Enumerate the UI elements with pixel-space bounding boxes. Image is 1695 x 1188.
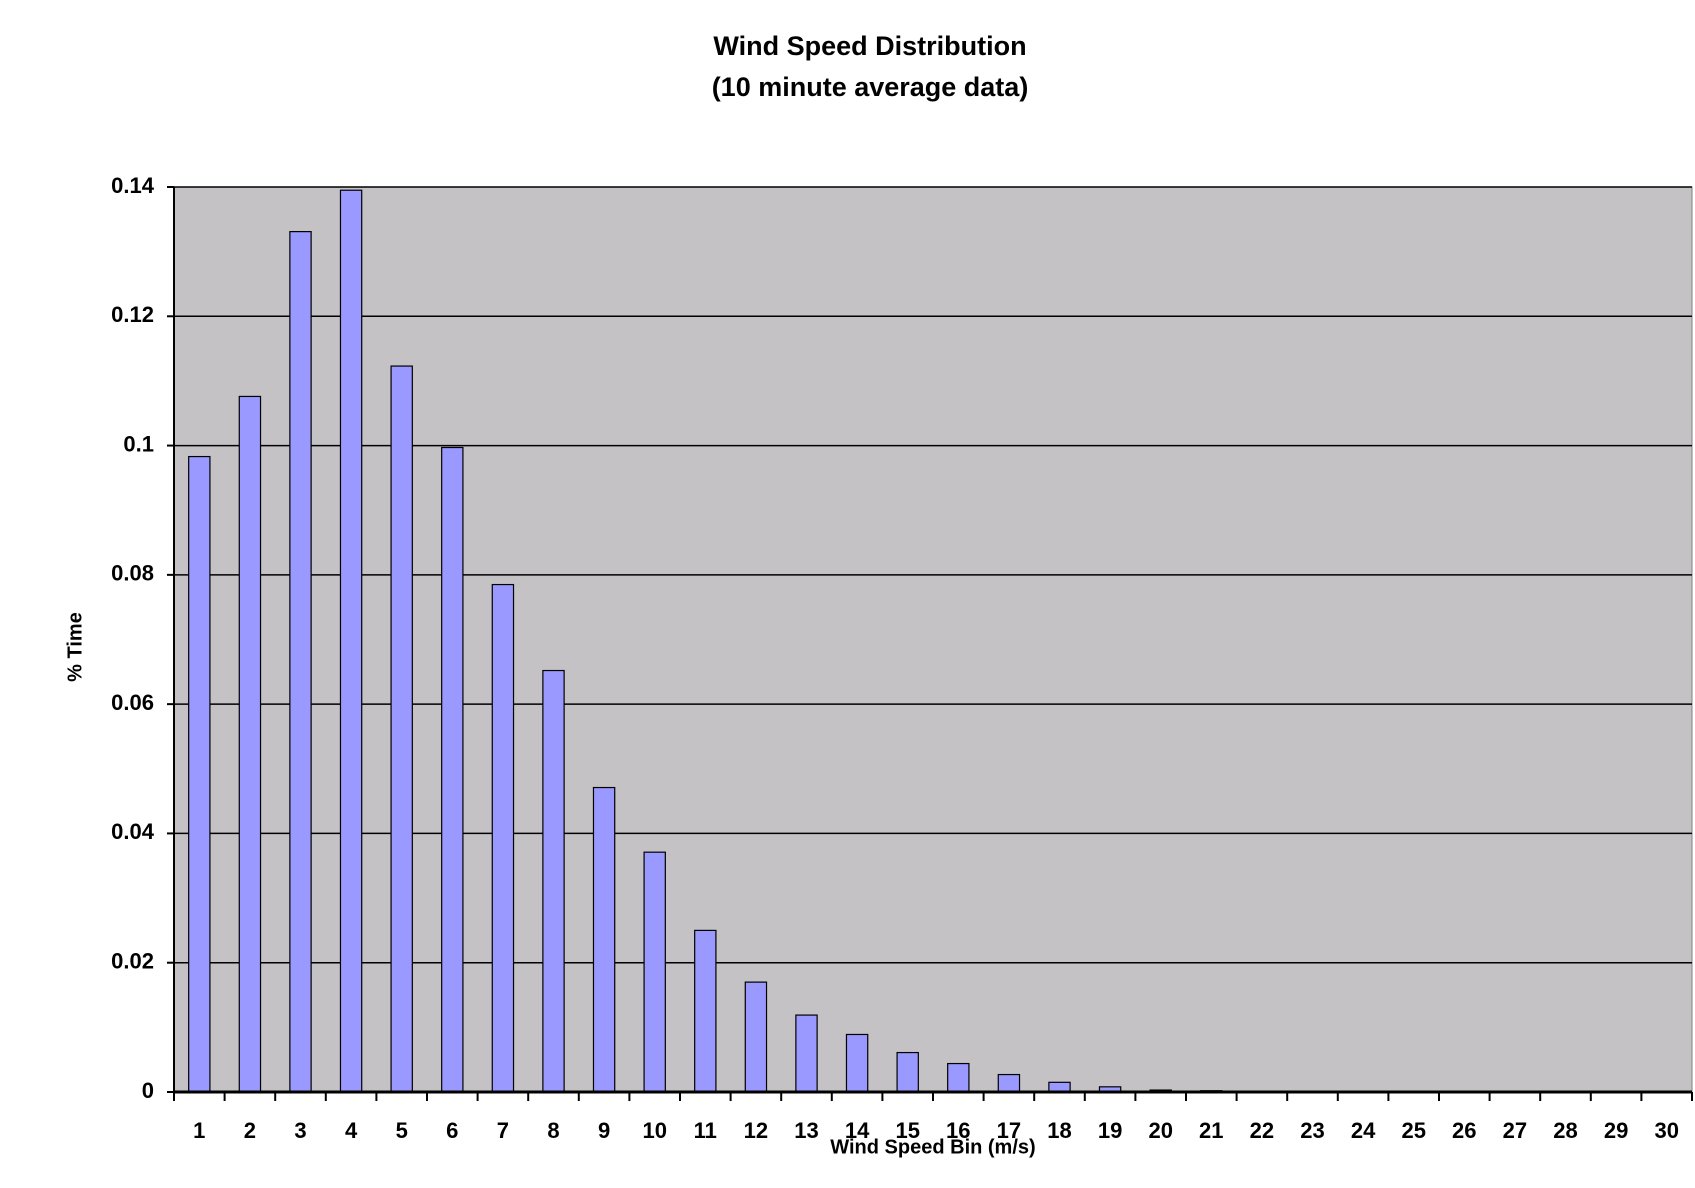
bar [694, 929, 717, 1093]
bar [441, 446, 464, 1093]
bar [592, 786, 616, 1093]
x-tick-label: 10 [642, 1118, 666, 1143]
y-tick-label: 0.08 [111, 561, 154, 586]
x-tick-label: 8 [547, 1118, 559, 1143]
bar [997, 1073, 1021, 1093]
x-tick-label: 2 [244, 1118, 256, 1143]
y-tick-label: 0.1 [123, 431, 154, 456]
x-tick-label: 20 [1148, 1118, 1172, 1143]
x-tick-label: 26 [1452, 1118, 1476, 1143]
y-tick-label: 0.14 [111, 173, 155, 198]
bar [643, 851, 666, 1093]
chart-subtitle: (10 minute average data) [712, 72, 1029, 102]
bar [896, 1051, 919, 1093]
bar [289, 231, 312, 1093]
x-tick-label: 19 [1098, 1118, 1122, 1143]
bar [947, 1062, 970, 1093]
y-tick-label: 0.04 [111, 819, 155, 844]
bar [744, 981, 768, 1093]
bar [542, 669, 565, 1093]
x-axis-label: Wind Speed Bin (m/s) [830, 1136, 1035, 1158]
x-tick-label: 11 [694, 1118, 717, 1143]
bar [238, 395, 262, 1093]
x-tick-label: 5 [396, 1118, 408, 1143]
x-tick-label: 7 [497, 1118, 509, 1143]
x-tick-label: 28 [1553, 1118, 1577, 1143]
x-tick-label: 13 [794, 1118, 818, 1143]
x-tick-label: 29 [1604, 1118, 1628, 1143]
chart-title: Wind Speed Distribution [713, 31, 1026, 61]
x-tick-label: 4 [345, 1118, 358, 1143]
x-tick-label: 17 [997, 1118, 1021, 1143]
x-tick-label: 12 [744, 1118, 768, 1143]
x-tick-label: 16 [946, 1118, 970, 1143]
x-tick-label: 1 [193, 1118, 205, 1143]
plot-area [173, 186, 1693, 1093]
x-tick-label: 15 [895, 1118, 919, 1143]
y-axis-label: % Time [64, 612, 86, 682]
x-tick-label: 27 [1503, 1118, 1527, 1143]
x-tick-label: 6 [446, 1118, 458, 1143]
bar [795, 1014, 818, 1093]
y-tick-label: 0 [142, 1078, 154, 1103]
x-tick-label: 30 [1654, 1118, 1678, 1143]
bar [188, 455, 211, 1093]
x-tick-label: 24 [1351, 1118, 1376, 1143]
x-tick-label: 23 [1300, 1118, 1324, 1143]
x-tick-label: 9 [598, 1118, 610, 1143]
x-tick-label: 25 [1401, 1118, 1425, 1143]
y-tick-label: 0.12 [111, 302, 154, 327]
bar [491, 583, 515, 1093]
bar [339, 189, 363, 1093]
bar [390, 365, 413, 1093]
x-tick-label: 14 [845, 1118, 870, 1143]
y-tick-label: 0.06 [111, 690, 154, 715]
x-tick-label: 18 [1047, 1118, 1071, 1143]
y-tick-label: 0.02 [111, 949, 154, 974]
x-tick-label: 22 [1250, 1118, 1274, 1143]
x-tick-label: 21 [1199, 1118, 1223, 1143]
x-tick-label: 3 [294, 1118, 306, 1143]
bar [845, 1033, 869, 1093]
